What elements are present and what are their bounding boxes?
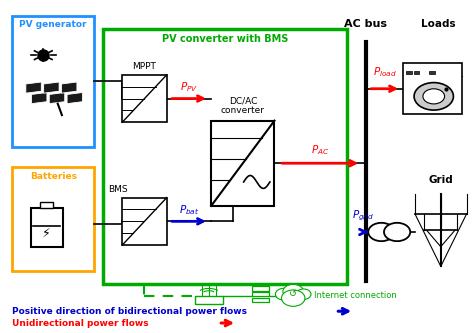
FancyBboxPatch shape — [252, 286, 269, 291]
Circle shape — [275, 288, 292, 300]
Polygon shape — [44, 82, 59, 93]
Text: Batteries: Batteries — [30, 172, 77, 181]
Circle shape — [423, 89, 445, 104]
Text: BMS: BMS — [108, 185, 128, 194]
Text: $P_{load}$: $P_{load}$ — [373, 66, 397, 79]
Text: converter: converter — [221, 106, 265, 115]
Text: Grid: Grid — [428, 174, 453, 184]
Text: Positive direction of bidirectional power flows: Positive direction of bidirectional powe… — [12, 307, 247, 316]
Circle shape — [282, 290, 305, 306]
FancyBboxPatch shape — [122, 197, 167, 245]
Polygon shape — [26, 82, 41, 93]
FancyBboxPatch shape — [40, 202, 53, 208]
Circle shape — [384, 223, 410, 241]
Text: $P_{PV}$: $P_{PV}$ — [180, 80, 198, 94]
Text: AC bus: AC bus — [344, 19, 387, 29]
Text: Internet connection: Internet connection — [314, 291, 397, 300]
Bar — [406, 71, 412, 74]
Text: $P_{grid}$: $P_{grid}$ — [352, 208, 375, 223]
FancyBboxPatch shape — [211, 121, 274, 206]
Circle shape — [283, 284, 303, 299]
FancyBboxPatch shape — [252, 292, 269, 296]
Polygon shape — [62, 82, 77, 93]
Circle shape — [414, 83, 454, 110]
Text: DC/AC: DC/AC — [228, 97, 257, 106]
Polygon shape — [49, 93, 65, 104]
Text: ⚡: ⚡ — [42, 227, 51, 240]
Text: $P_{bat}$: $P_{bat}$ — [179, 203, 199, 217]
FancyBboxPatch shape — [403, 63, 462, 114]
Polygon shape — [67, 93, 82, 104]
FancyBboxPatch shape — [31, 208, 63, 247]
Text: Unidirectional power flows: Unidirectional power flows — [12, 319, 149, 328]
Bar — [414, 71, 419, 74]
Text: Loads: Loads — [421, 19, 456, 29]
Bar — [429, 71, 435, 74]
Circle shape — [368, 223, 394, 241]
FancyBboxPatch shape — [122, 75, 167, 122]
Text: ↺: ↺ — [289, 289, 297, 299]
Text: PV converter with BMS: PV converter with BMS — [162, 34, 289, 44]
Text: PV generator: PV generator — [19, 20, 87, 29]
Text: MPPT: MPPT — [133, 62, 156, 71]
Text: $P_{AC}$: $P_{AC}$ — [311, 143, 329, 157]
FancyBboxPatch shape — [195, 296, 223, 304]
Circle shape — [296, 289, 311, 299]
FancyBboxPatch shape — [252, 298, 269, 302]
Polygon shape — [31, 93, 47, 104]
